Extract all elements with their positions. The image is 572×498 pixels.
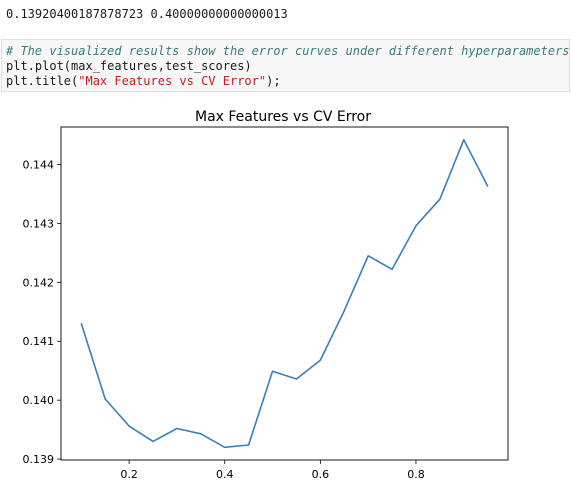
data-points — [80, 139, 489, 448]
plot-frame — [60, 126, 509, 461]
code-plot-line: plt.plot(max_features,test_scores) — [6, 59, 252, 73]
data-point — [200, 433, 202, 435]
data-point — [367, 255, 369, 257]
code-title-suffix: ); — [266, 74, 281, 88]
y-tick-label: 0.144 — [23, 158, 55, 171]
y-tick-label: 0.141 — [23, 335, 55, 348]
data-point — [463, 139, 465, 141]
y-tick-label: 0.139 — [23, 453, 55, 466]
data-point — [439, 198, 441, 200]
code-title-prefix: plt.title( — [6, 74, 79, 88]
data-point — [152, 440, 154, 443]
y-tick-label: 0.140 — [23, 394, 55, 407]
cell-output-text: 0.13920400187878723 0.40000000000000013 — [6, 7, 288, 21]
chart-title: Max Features vs CV Error — [195, 109, 371, 125]
y-tick-label: 0.142 — [23, 276, 55, 289]
data-point — [295, 378, 298, 380]
x-tick-label: 0.6 — [312, 468, 330, 481]
data-point — [104, 398, 106, 400]
data-point — [271, 370, 274, 372]
error-curve-line — [80, 138, 489, 449]
data-point — [248, 444, 250, 446]
data-point — [224, 446, 226, 448]
data-point — [343, 309, 345, 312]
data-point — [415, 225, 417, 227]
code-comment-line: # The visualized results show the error … — [6, 44, 570, 58]
x-axis-ticks: 0.2 0.4 0.6 0.8 — [120, 460, 425, 481]
plot-output: Max Features vs CV Error 0.139 0.140 0.141… — [0, 96, 572, 494]
data-point — [319, 359, 321, 361]
data-point — [176, 427, 178, 430]
y-tick-label: 0.143 — [23, 217, 55, 230]
code-title-string: "Max Features vs CV Error" — [78, 74, 267, 88]
data-point — [128, 425, 130, 427]
code-title-line: plt.title("Max Features vs CV Error"); — [6, 74, 281, 89]
x-tick-label: 0.8 — [407, 468, 425, 481]
line-chart: Max Features vs CV Error 0.139 0.140 0.141… — [23, 109, 509, 481]
data-point — [391, 268, 393, 270]
x-tick-label: 0.2 — [120, 468, 138, 481]
code-cell[interactable]: # The visualized results show the error … — [1, 39, 570, 92]
y-axis-ticks: 0.139 0.140 0.141 0.142 0.143 0.144 — [23, 158, 61, 466]
data-point — [80, 322, 82, 325]
x-tick-label: 0.4 — [216, 468, 234, 481]
data-point — [487, 185, 489, 187]
